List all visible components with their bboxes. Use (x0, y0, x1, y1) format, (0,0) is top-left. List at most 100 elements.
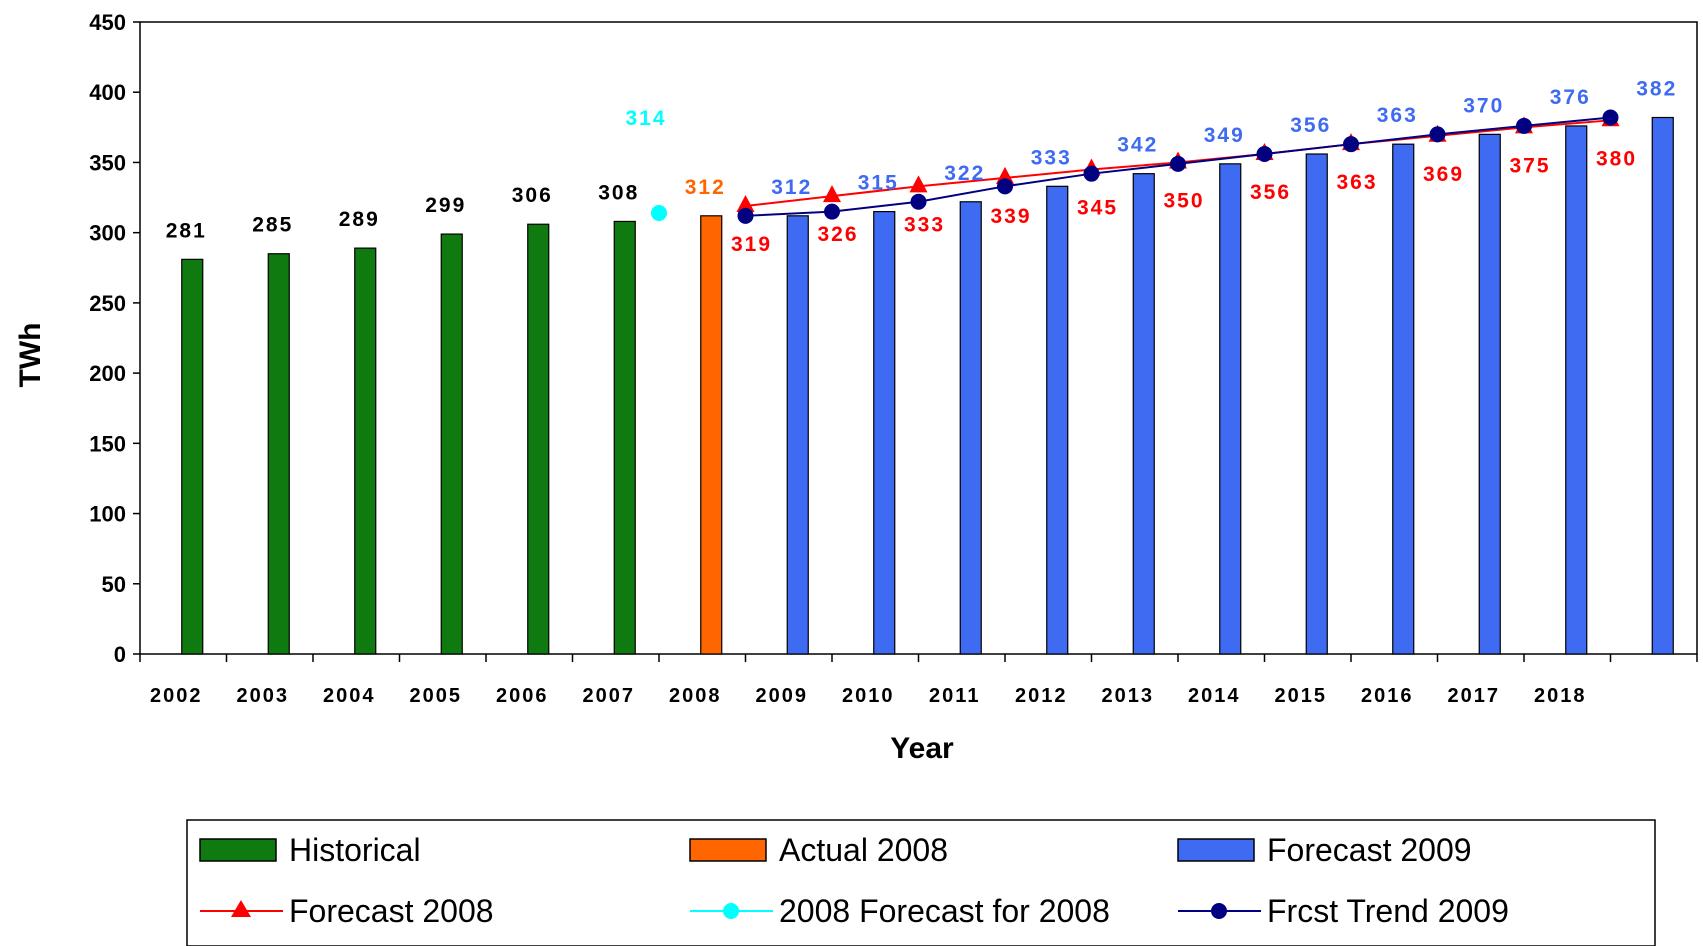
bar (1132, 173, 1155, 655)
y-axis: 0 50 100 150 200 250 300 350 400 450 (89, 10, 140, 667)
marker (1602, 109, 1619, 126)
x-tick-label: 2008 (669, 685, 722, 707)
bar (440, 233, 463, 655)
data-label: 345 (1077, 196, 1118, 219)
bar (527, 223, 550, 655)
legend-swatch (1177, 838, 1255, 862)
x-tick-label: 2018 (1534, 685, 1587, 707)
data-label: 281 (166, 219, 207, 242)
marker (909, 175, 928, 193)
legend-swatch (199, 838, 277, 862)
data-label: 333 (904, 213, 945, 236)
x-tick-label: 2012 (1015, 685, 1068, 707)
data-label: 315 (858, 172, 899, 195)
data-label: 356 (1290, 114, 1331, 137)
y-tick-label: 400 (89, 80, 126, 105)
data-label: 376 (1550, 86, 1591, 109)
y-tick-label: 150 (89, 431, 126, 456)
data-label: 382 (1636, 78, 1677, 101)
marker (1343, 136, 1359, 153)
data-label: 299 (425, 194, 466, 217)
marker (651, 205, 667, 222)
marker (1170, 155, 1186, 172)
data-label: 363 (1336, 171, 1377, 194)
bar (1478, 133, 1501, 655)
data-label: 375 (1509, 154, 1550, 177)
data-label: 363 (1377, 104, 1418, 127)
marker (1256, 146, 1273, 163)
bars (181, 116, 1674, 655)
data-label: 326 (817, 223, 858, 246)
x-tick-label: 2016 (1361, 685, 1414, 707)
data-label: 342 (1117, 134, 1158, 157)
data-label: 369 (1423, 163, 1464, 186)
legend-box (186, 819, 1656, 946)
y-tick-label: 250 (89, 291, 126, 316)
y-tick-label: 50 (102, 572, 126, 597)
data-label: 308 (598, 181, 639, 204)
bar (1565, 125, 1588, 655)
y-tick-label: 100 (89, 502, 126, 527)
x-tick-label: 2007 (583, 685, 636, 707)
marker (996, 166, 1014, 184)
bar (959, 201, 982, 655)
x-axis-title: Year (890, 732, 954, 765)
y-tick-label: 0 (114, 642, 126, 667)
marker (910, 193, 927, 210)
marker (1429, 126, 1446, 143)
legend-marker (723, 903, 739, 919)
data-label: 312 (685, 176, 726, 199)
marker (1083, 165, 1100, 182)
y-axis-title: TWh (14, 323, 47, 388)
data-label: 289 (339, 208, 380, 231)
y-tick-label: 350 (89, 150, 126, 175)
legend-label: 2008 Forecast for 2008 (779, 893, 1110, 929)
data-label: 333 (1031, 146, 1072, 169)
legend-swatch (689, 838, 767, 862)
y-tick-label: 300 (89, 221, 126, 246)
y-tick-label: 200 (89, 361, 126, 386)
bar (1046, 185, 1069, 655)
x-tick-label: 2005 (410, 685, 463, 707)
bar (613, 220, 636, 655)
legend-label: Actual 2008 (779, 832, 948, 868)
x-tick-label: 2002 (150, 685, 203, 707)
legend-marker (1211, 903, 1227, 919)
bar (873, 211, 896, 655)
x-tick-label: 2003 (237, 685, 290, 707)
legend-label: Frcst Trend 2009 (1267, 893, 1509, 929)
bar (786, 215, 809, 655)
legend-label: Historical (289, 832, 421, 868)
x-tick-label: 2014 (1188, 685, 1241, 707)
bar (1305, 153, 1328, 655)
x-tick-label: 2015 (1275, 685, 1328, 707)
legend: Historical Actual 2008 Forecast 2009 Foreca… (186, 819, 1656, 946)
legend-label: Forecast 2009 (1267, 832, 1472, 868)
bar (181, 258, 204, 655)
legend-label: Forecast 2008 (289, 893, 494, 929)
y-tick-label: 450 (89, 10, 126, 35)
bar (700, 215, 723, 655)
x-tick-label: 2009 (756, 685, 809, 707)
data-label: 370 (1463, 94, 1504, 117)
x-tick-label: 2013 (1102, 685, 1155, 707)
marker (823, 185, 841, 203)
marker (736, 194, 755, 212)
x-axis: 2002 2003 2004 2005 2006 2007 2008 2009 2010 2011… (139, 654, 1698, 707)
data-label: 380 (1596, 147, 1637, 170)
data-labels: 281 285 289 299 306 308 312 312 315 322 333 342 349 3… (166, 78, 1677, 256)
x-tick-label: 2010 (842, 685, 895, 707)
marker (737, 207, 754, 224)
bar (1392, 143, 1415, 655)
marker (997, 178, 1013, 195)
data-label: 312 (771, 176, 812, 199)
x-tick-label: 2004 (323, 685, 376, 707)
legend-marker (231, 900, 251, 917)
lines (651, 109, 1620, 224)
marker (1516, 117, 1532, 134)
data-label: 350 (1163, 189, 1204, 212)
bar (1219, 163, 1242, 655)
bar (1651, 116, 1674, 655)
x-tick-label: 2017 (1448, 685, 1501, 707)
